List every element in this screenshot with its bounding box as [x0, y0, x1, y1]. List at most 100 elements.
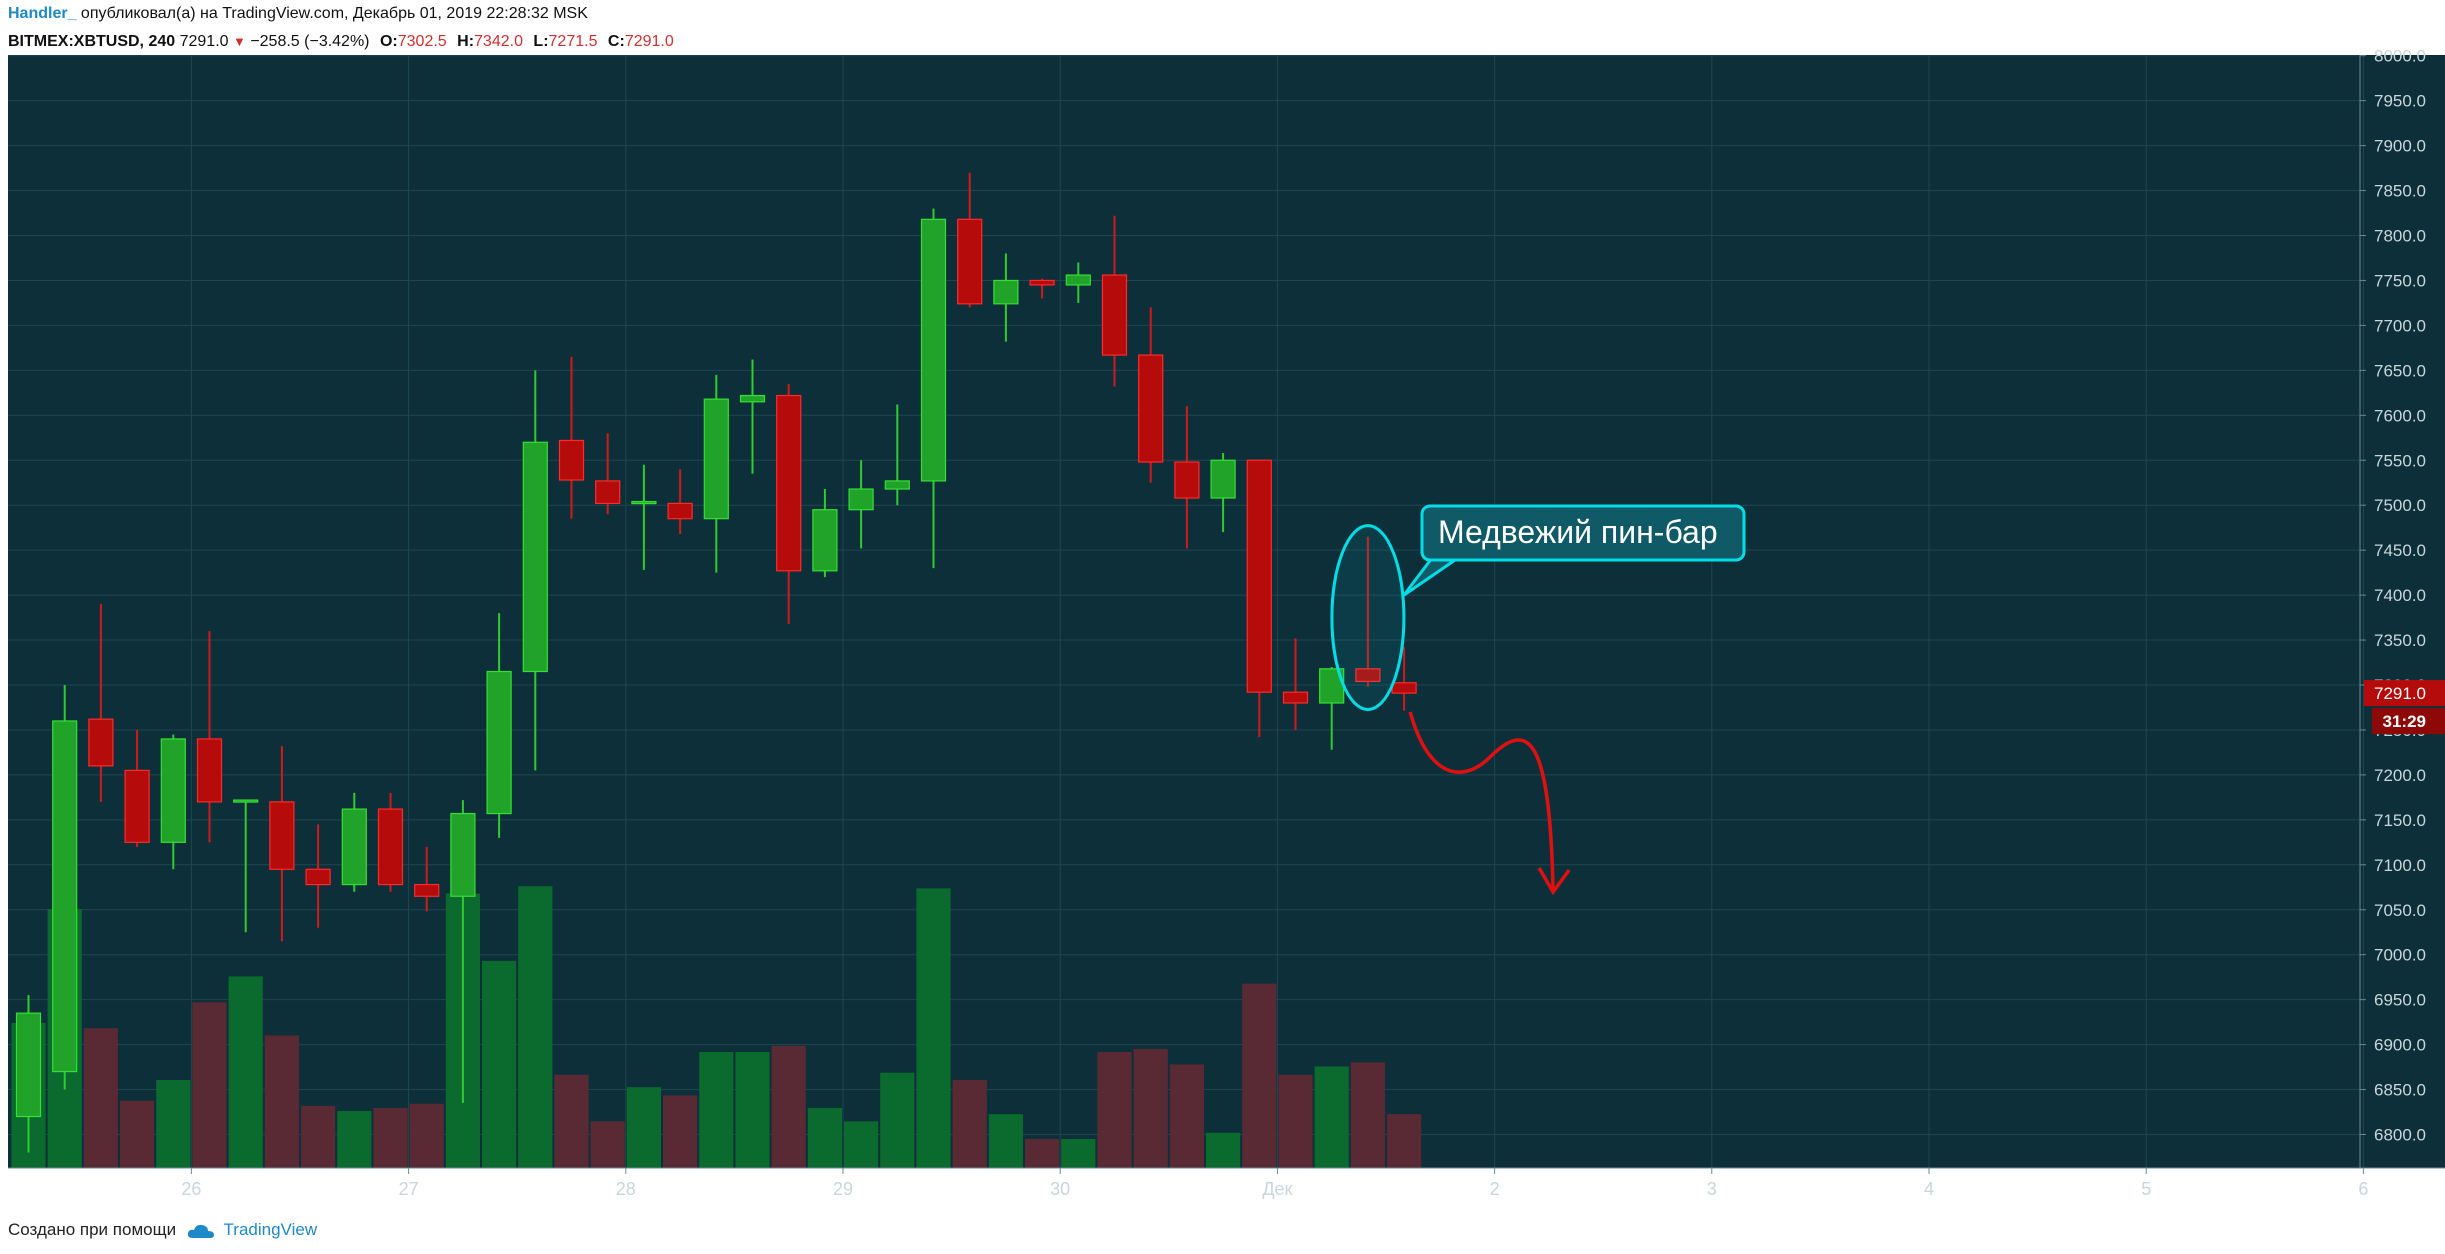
candle	[703, 374, 729, 573]
volume-bar	[1097, 1052, 1132, 1168]
publish-line: Handler_ опубликовал(а) на TradingView.c…	[8, 0, 2428, 28]
price-tick-label: 7700.0	[2374, 316, 2426, 335]
candle-body	[1029, 279, 1055, 286]
candle	[558, 356, 585, 519]
candle	[124, 729, 150, 847]
time-axis[interactable]: 26 27 28 29 30 Дек 2 3 4 5 6	[8, 1167, 2445, 1199]
price-axis[interactable]: 6800.0 6850.0 6900.0 6950.0 7000.0 7050.0 7100…	[2359, 47, 2426, 1168]
candle	[1065, 262, 1091, 303]
candle-body	[667, 502, 693, 520]
open-label: O:	[379, 33, 398, 50]
published-text: опубликовал(а) на TradingView.com, Декаб…	[76, 5, 588, 22]
time-tick-label: 30	[1050, 1179, 1070, 1199]
volume-bars	[11, 886, 1422, 1168]
arrow-head-icon	[1537, 867, 1571, 896]
candle-body	[1101, 274, 1128, 356]
candle-body	[414, 883, 440, 897]
candle	[341, 792, 367, 892]
volume-bar	[626, 1087, 661, 1168]
price-change: −258.5 (−3.42%)	[250, 33, 370, 50]
price-tick-label: 7950.0	[2374, 92, 2426, 111]
high-label: H:	[457, 33, 475, 50]
volume-bar	[807, 1107, 842, 1168]
price-tick-label: 7650.0	[2374, 361, 2426, 380]
candle	[269, 746, 295, 942]
callout-box[interactable]	[1420, 504, 1746, 562]
candle-body	[631, 501, 657, 505]
candle-body	[341, 808, 367, 886]
candle-body	[1138, 354, 1164, 463]
candle-body	[920, 218, 947, 482]
candle	[1029, 278, 1055, 299]
down-triangle-icon: ▼	[232, 34, 246, 49]
price-tick-label: 7000.0	[2374, 946, 2426, 965]
candle	[160, 734, 186, 870]
volume-bar	[1133, 1048, 1168, 1168]
volume-bar	[880, 1072, 915, 1168]
candle-body	[269, 801, 295, 870]
down-arrow-curve[interactable]	[1408, 711, 1555, 893]
candle-body	[196, 738, 223, 803]
price-tick-label: 7050.0	[2374, 901, 2426, 920]
volume-bar	[264, 1035, 299, 1168]
price-tick-label: 6900.0	[2374, 1036, 2426, 1055]
volume-bar	[988, 1114, 1023, 1168]
volume-bar	[1350, 1062, 1385, 1168]
low-value: 7271.5	[548, 33, 598, 50]
candle	[595, 433, 621, 515]
candle	[993, 253, 1019, 342]
volume-bar	[83, 1028, 118, 1168]
author-link[interactable]: Handler_	[8, 5, 77, 22]
symbol-label[interactable]: BITMEX:XBTUSD, 240	[8, 33, 176, 50]
tradingview-link[interactable]: TradingView	[223, 1220, 318, 1239]
candle-body	[776, 394, 802, 572]
candle	[1138, 307, 1164, 483]
price-badge: 7291.0 31:29	[2364, 680, 2445, 735]
candle	[631, 464, 657, 570]
last-price: 7291.0	[179, 33, 229, 50]
volume-bar	[1387, 1114, 1422, 1168]
callout-label: Медвежий пин-бар	[1438, 514, 1718, 550]
candle	[848, 460, 874, 549]
candle	[15, 995, 42, 1153]
volume-bar	[1061, 1139, 1096, 1168]
candle-body	[52, 720, 78, 1073]
candle	[1246, 459, 1272, 738]
price-tick-label: 7200.0	[2374, 766, 2426, 785]
candle-body	[1282, 691, 1309, 704]
candle	[196, 631, 223, 843]
candle	[486, 613, 512, 838]
volume-bar	[1278, 1074, 1313, 1168]
price-tick-label: 7450.0	[2374, 541, 2426, 560]
price-tick-label: 6850.0	[2374, 1081, 2426, 1100]
low-label: L:	[533, 33, 549, 50]
volume-bar	[1206, 1132, 1241, 1168]
pin-bar-highlight-ellipse[interactable]	[1330, 524, 1406, 712]
candle	[812, 489, 838, 578]
close-label: C:	[607, 33, 625, 50]
candle	[776, 383, 802, 624]
candle-body	[1210, 459, 1236, 499]
volume-bar	[518, 886, 553, 1168]
candle-body	[703, 398, 729, 520]
time-tick-label: Дек	[1262, 1179, 1292, 1199]
candle-body	[522, 441, 548, 673]
candle	[1282, 638, 1309, 730]
candles	[15, 172, 1417, 1153]
candle	[1174, 406, 1200, 549]
candle	[884, 404, 910, 506]
candle	[377, 792, 404, 892]
price-tick-label: 6950.0	[2374, 991, 2426, 1010]
volume-bar	[1169, 1064, 1204, 1168]
candle-body	[739, 394, 766, 403]
price-tick-label: 7600.0	[2374, 406, 2426, 425]
volume-bar	[409, 1103, 444, 1168]
candle-body	[1391, 682, 1417, 694]
last-price-tag-label: 7291.0	[2374, 684, 2426, 703]
price-tick-label: 7850.0	[2374, 182, 2426, 201]
price-tick-label: 7800.0	[2374, 227, 2426, 246]
price-tick-label: 8000.0	[2374, 47, 2426, 66]
tradingview-cloud-icon	[187, 1224, 214, 1238]
volume-bar	[156, 1079, 191, 1168]
